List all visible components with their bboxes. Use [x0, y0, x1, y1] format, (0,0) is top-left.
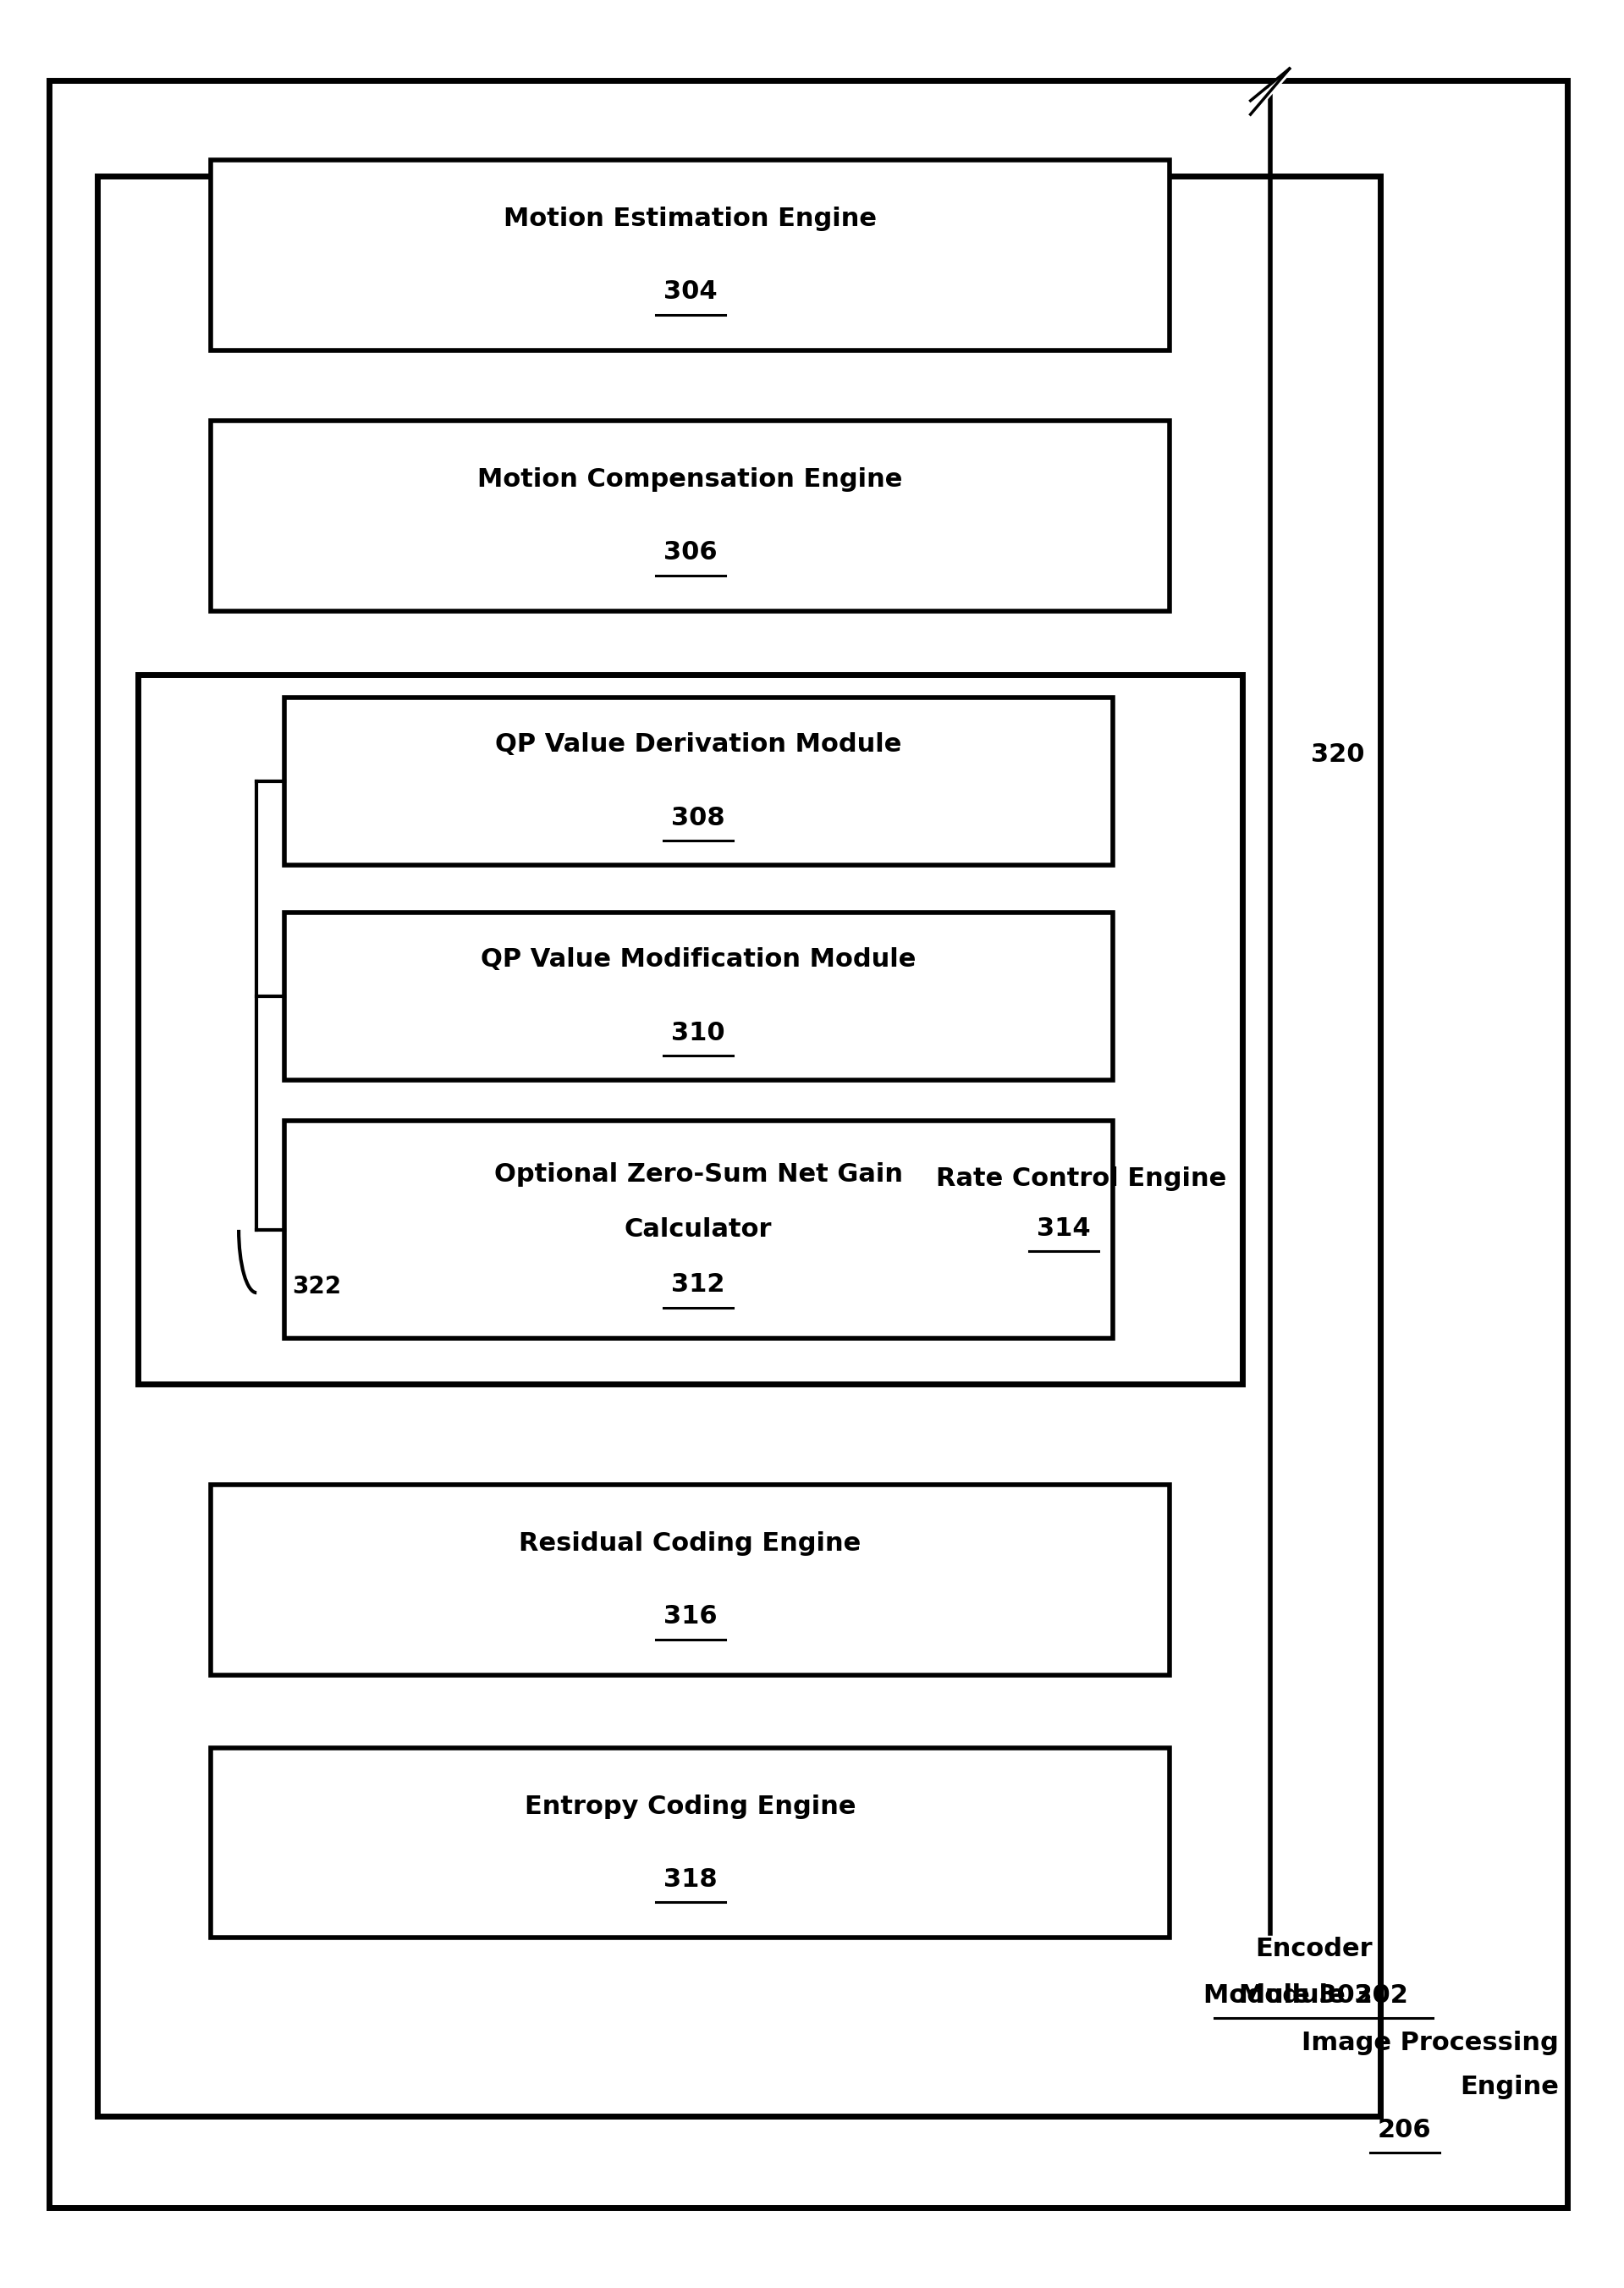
Text: Residual Coding Engine: Residual Coding Engine	[520, 1531, 861, 1556]
Text: Engine: Engine	[1460, 2075, 1559, 2098]
Text: QP Value Derivation Module: QP Value Derivation Module	[495, 732, 901, 757]
Text: 304: 304	[663, 279, 718, 304]
Text: Motion Estimation Engine: Motion Estimation Engine	[503, 206, 877, 231]
Text: 316: 316	[663, 1604, 718, 1629]
Bar	[211, 1485, 1169, 1675]
Text: 310: 310	[671, 1020, 726, 1046]
Text: Entropy Coding Engine: Entropy Coding Engine	[525, 1794, 856, 1819]
Bar	[284, 913, 1112, 1080]
Bar	[97, 176, 1380, 2116]
Text: 322: 322	[292, 1274, 341, 1300]
Text: Motion Compensation Engine: Motion Compensation Engine	[477, 467, 903, 492]
Text: Module 302: Module 302	[1203, 1984, 1372, 2007]
Bar	[284, 1121, 1112, 1338]
Text: 206: 206	[1377, 2119, 1432, 2142]
Text: Encoder: Encoder	[1255, 1938, 1372, 1961]
Text: Image Processing: Image Processing	[1302, 2032, 1559, 2055]
Bar	[211, 421, 1169, 611]
Text: QP Value Modification Module: QP Value Modification Module	[481, 947, 916, 972]
Bar	[211, 1748, 1169, 1938]
Text: 320: 320	[1311, 744, 1364, 766]
Text: Rate Control Engine: Rate Control Engine	[935, 1167, 1226, 1190]
Text: Module 302: Module 302	[1239, 1984, 1408, 2007]
Bar	[211, 160, 1169, 350]
Text: 306: 306	[663, 540, 718, 565]
Text: 318: 318	[663, 1867, 718, 1892]
Bar	[138, 675, 1242, 1384]
Text: Optional Zero-Sum Net Gain: Optional Zero-Sum Net Gain	[494, 1162, 903, 1187]
Text: 308: 308	[671, 805, 726, 831]
Text: 312: 312	[671, 1272, 726, 1297]
Text: 314: 314	[1036, 1217, 1091, 1240]
Text: Calculator: Calculator	[625, 1217, 771, 1242]
Bar	[284, 698, 1112, 865]
